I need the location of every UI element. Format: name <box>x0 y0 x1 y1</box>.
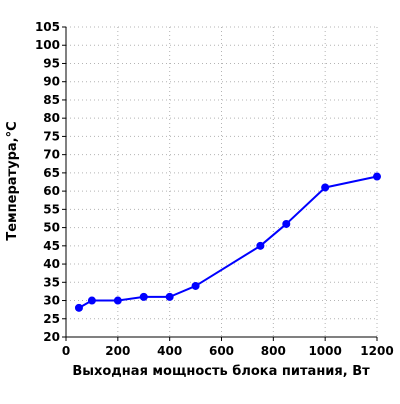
data-point <box>165 292 174 301</box>
y-tick-label: 105 <box>35 20 60 34</box>
x-tick-label: 1200 <box>360 344 393 358</box>
data-point <box>256 241 265 250</box>
y-axis-title: Температура,°C <box>5 121 20 240</box>
y-tick-label: 85 <box>43 93 60 107</box>
y-tick-label: 25 <box>43 312 60 326</box>
y-tick-label: 30 <box>43 294 60 308</box>
data-point <box>373 172 381 181</box>
tick-labels: 20 25 30 35 40 45 50 55 60 65 70 75 80 85 90 95 100 105 0 2… <box>35 20 394 358</box>
y-tick-label: 65 <box>43 166 60 180</box>
y-tick-label: 45 <box>43 239 60 253</box>
y-tick-label: 60 <box>43 184 60 198</box>
x-tick-label: 0 <box>62 344 70 358</box>
axes <box>62 26 378 341</box>
y-tick-label: 80 <box>43 111 60 125</box>
y-tick-label: 90 <box>43 75 60 89</box>
x-tick-label: 800 <box>261 344 286 358</box>
data-point <box>113 296 122 305</box>
x-tick-label: 200 <box>105 344 130 358</box>
y-tick-label: 70 <box>43 148 60 162</box>
data-point <box>87 296 96 305</box>
series-line <box>78 175 378 309</box>
y-tick-label: 75 <box>43 129 60 143</box>
data-point <box>282 219 291 228</box>
data-point <box>139 292 148 301</box>
x-tick-label: 600 <box>209 344 234 358</box>
y-tick-label: 35 <box>43 275 60 289</box>
x-tick-label: 400 <box>157 344 182 358</box>
series <box>74 172 381 312</box>
y-tick-label: 20 <box>43 330 60 344</box>
grid <box>66 26 378 337</box>
y-tick-label: 40 <box>43 257 60 271</box>
y-tick-label: 55 <box>43 202 60 216</box>
x-axis-title: Выходная мощность блока питания, Вт <box>72 364 370 379</box>
y-tick-label: 100 <box>35 38 60 52</box>
y-tick-label: 50 <box>43 221 60 235</box>
x-tick-label: 1000 <box>308 344 341 358</box>
data-point <box>321 183 330 192</box>
y-tick-label: 95 <box>43 56 60 70</box>
data-point <box>74 303 83 312</box>
data-point <box>191 281 200 290</box>
